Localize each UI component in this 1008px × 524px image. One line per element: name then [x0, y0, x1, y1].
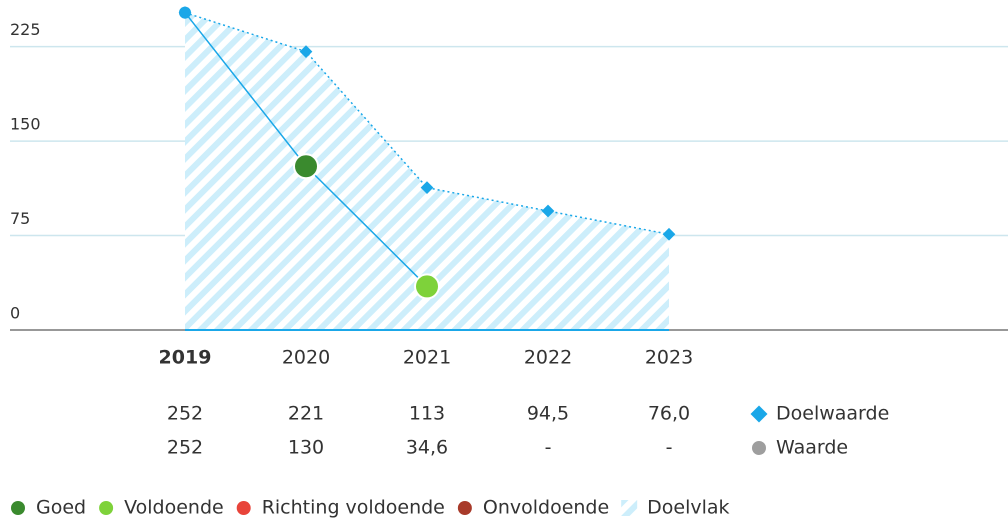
point-marker — [293, 153, 319, 180]
legend-marker — [750, 405, 768, 423]
table-value: 34,6 — [406, 437, 448, 459]
legend-label: Doelwaarde — [776, 403, 889, 425]
status-legend-label: Onvoldoende — [483, 497, 609, 519]
legend-swatch — [621, 500, 638, 516]
target-area — [185, 12, 669, 330]
x-tick-label: 2020 — [282, 347, 330, 369]
table-value: 130 — [288, 437, 324, 459]
legend-label: Waarde — [776, 437, 848, 459]
x-tick-label: 2021 — [403, 347, 451, 369]
legend-swatch — [457, 501, 472, 515]
x-tick-label: 2019 — [159, 347, 212, 369]
table-value: 221 — [288, 403, 324, 425]
x-tick-label: 2022 — [524, 347, 572, 369]
y-tick-label: 0 — [10, 304, 20, 323]
diamond-marker — [299, 45, 313, 59]
legend-marker — [752, 441, 766, 455]
status-legend-label: Richting voldoende — [262, 497, 445, 519]
legend-swatch — [236, 501, 251, 515]
status-legend-label: Voldoende — [124, 497, 224, 519]
table-value: 76,0 — [648, 403, 690, 425]
table-value: 252 — [167, 403, 203, 425]
point-marker — [179, 6, 191, 19]
table-value: - — [666, 437, 673, 459]
diamond-marker — [420, 181, 434, 195]
x-tick-label: 2023 — [645, 347, 693, 369]
legend-swatch — [11, 501, 25, 515]
table-value: 94,5 — [527, 403, 569, 425]
table-value: 113 — [409, 403, 445, 425]
status-legend-label: Doelvlak — [647, 497, 729, 519]
y-tick-label: 225 — [10, 20, 41, 39]
point-marker — [414, 273, 440, 300]
table-value: 252 — [167, 437, 203, 459]
status-legend-label: Goed — [36, 497, 86, 519]
y-tick-label: 150 — [10, 115, 41, 134]
y-tick-label: 75 — [10, 209, 30, 228]
table-value: - — [545, 437, 552, 459]
legend-swatch — [99, 501, 114, 515]
